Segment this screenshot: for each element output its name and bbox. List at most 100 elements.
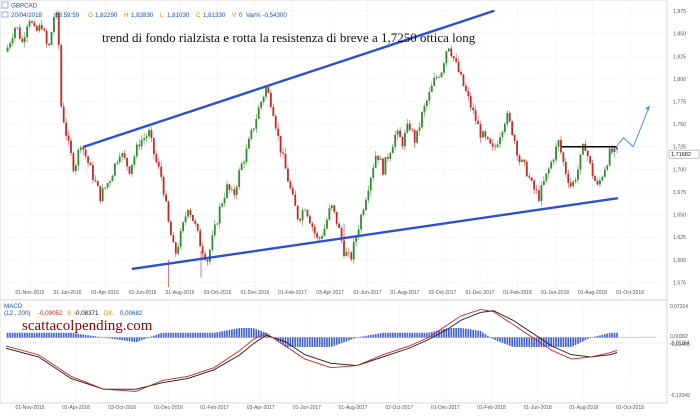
price-x-tick-label: 01-Oct-2018	[616, 290, 644, 296]
candle-up	[75, 166, 77, 171]
macd-histogram-bar	[302, 337, 304, 346]
macd-histogram-bar	[117, 337, 119, 339]
price-y-tick-label: 1,850	[673, 32, 686, 38]
macd-histogram-bar	[443, 329, 445, 337]
price-x-tick-label: 01-Dec-2017	[466, 290, 495, 296]
macd-y-tick-label: -0,13349	[670, 393, 690, 399]
macd-histogram-bar	[472, 330, 474, 338]
macd-histogram-bar	[497, 337, 499, 340]
macd-histogram-bar	[319, 337, 321, 346]
price-x-tick-label: 01-Aug-2016	[166, 290, 195, 296]
candle-up	[355, 237, 357, 242]
macd-histogram-bar	[95, 336, 97, 337]
candle-down	[567, 174, 569, 183]
candle-down	[463, 74, 465, 85]
candle-down	[316, 233, 318, 237]
macd-histogram-bar	[577, 337, 579, 343]
candle-down	[280, 136, 282, 153]
candle-up	[550, 162, 552, 169]
macd-params: (12 , 200)	[4, 310, 30, 317]
candle-down	[311, 223, 313, 227]
price-panel	[0, 0, 667, 300]
candle-down	[414, 130, 416, 143]
candle-up	[9, 43, 11, 47]
candle-up	[328, 208, 330, 220]
candle-up	[406, 124, 408, 133]
candle-up	[365, 200, 367, 210]
macd-histogram-bar	[416, 333, 418, 338]
macd-histogram-bar	[487, 336, 489, 338]
macd-histogram-bar	[492, 337, 494, 338]
macd-histogram-bar	[197, 333, 199, 338]
candle-up	[582, 144, 584, 155]
candle-up	[367, 191, 369, 200]
macd-histogram-bar	[129, 337, 131, 341]
price-y-tick-label: 1,750	[673, 122, 686, 128]
candle-up	[431, 86, 433, 92]
macd-histogram-bar	[82, 335, 84, 338]
candle-down	[467, 91, 469, 96]
candle-up	[606, 165, 608, 169]
macd-histogram-bar	[143, 337, 145, 339]
header-open-marker: O	[88, 12, 93, 19]
macd-histogram-bar	[494, 337, 496, 340]
macd-histogram-bar	[321, 337, 323, 346]
candle-up	[182, 222, 184, 231]
candle-up	[433, 78, 435, 86]
macd-histogram-bar	[146, 337, 148, 338]
watermark: scattacolpending.com	[22, 318, 153, 334]
macd-x-tick-label: 01-Feb-2018	[477, 405, 506, 411]
candle-up	[185, 217, 187, 223]
macd-histogram-bar	[185, 333, 187, 338]
candle-up	[14, 28, 16, 38]
candle-down	[192, 215, 194, 221]
candle-down	[170, 222, 172, 235]
candle-up	[499, 137, 501, 144]
candle-up	[380, 159, 382, 160]
candle-down	[99, 186, 101, 201]
macd-histogram-bar	[173, 333, 175, 338]
macd-histogram-bar	[180, 333, 182, 338]
macd-x-tick-label: 02-Oct-2017	[385, 405, 413, 411]
candle-up	[553, 160, 555, 162]
macd-histogram-bar	[565, 337, 567, 346]
macd-histogram-bar	[363, 336, 365, 337]
candle-up	[392, 147, 394, 153]
candle-up	[375, 156, 377, 168]
macd-histogram-bar	[526, 337, 528, 346]
candle-down	[455, 58, 457, 61]
candle-down	[190, 210, 192, 215]
macd-histogram-bar	[14, 333, 16, 338]
macd-histogram-bar	[156, 335, 158, 338]
macd-histogram-bar	[12, 333, 14, 338]
candle-up	[109, 181, 111, 183]
candle-down	[31, 21, 33, 23]
candle-down	[48, 44, 50, 45]
candle-up	[504, 124, 506, 132]
macd-histogram-bar	[126, 337, 128, 340]
candle-down	[168, 201, 170, 221]
candle-up	[133, 156, 135, 164]
macd-histogram-bar	[570, 337, 572, 346]
macd-histogram-bar	[563, 337, 565, 346]
candle-up	[443, 63, 445, 72]
candle-down	[616, 148, 618, 150]
candle-down	[151, 130, 153, 138]
macd-histogram-bar	[219, 332, 221, 338]
macd-histogram-bar	[7, 333, 9, 338]
symbol-box[interactable]	[2, 2, 8, 8]
macd-histogram-bar	[458, 328, 460, 337]
candle-down	[562, 152, 564, 162]
price-x-tick-label: 03-Oct-2016	[204, 290, 232, 296]
macd-histogram-bar	[453, 328, 455, 337]
candle-down	[453, 56, 455, 58]
macd-histogram-bar	[297, 337, 299, 346]
header-high: 1,82830	[131, 12, 154, 19]
macd-histogram-bar	[519, 337, 521, 346]
macd-histogram-bar	[411, 333, 413, 338]
candle-up	[116, 162, 118, 163]
macd-histogram-bar	[175, 333, 177, 338]
macd-histogram-bar	[109, 337, 111, 338]
candle-down	[299, 219, 301, 220]
macd-histogram-bar	[234, 329, 236, 337]
